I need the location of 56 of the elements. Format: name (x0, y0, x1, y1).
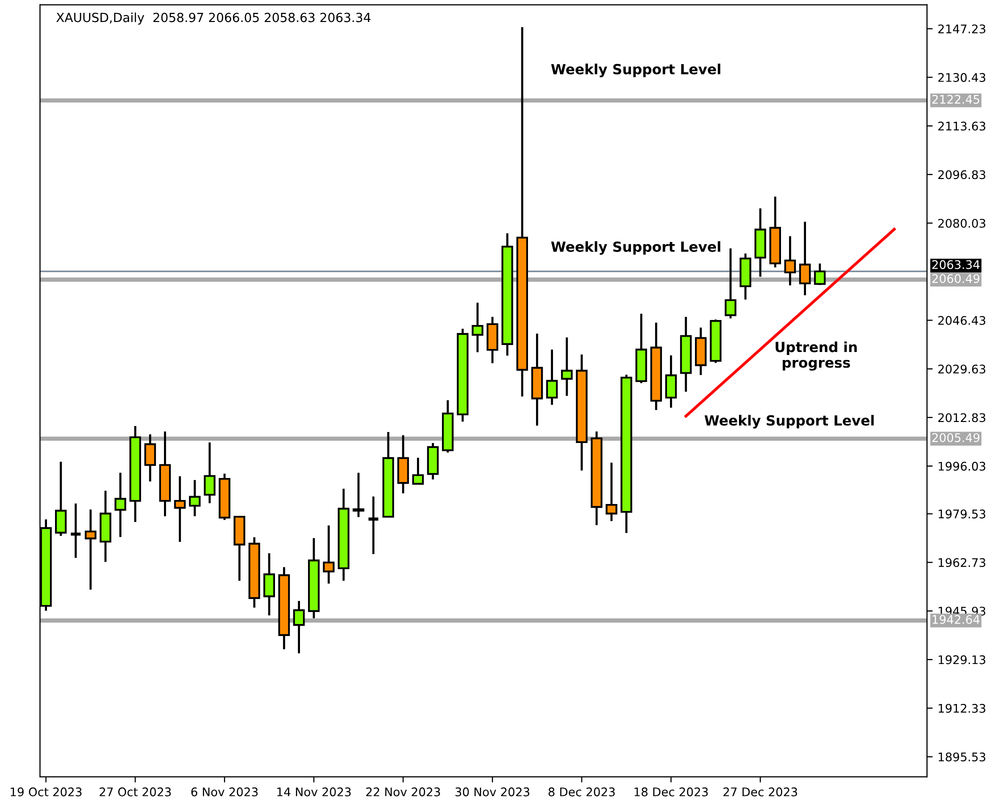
x-tick-label: 6 Nov 2023 (191, 787, 258, 796)
y-tick-label: 2029.63 (938, 364, 986, 374)
y-tick-label: 2130.43 (938, 73, 986, 82)
candlestick (322, 524, 335, 585)
candlestick (352, 472, 364, 518)
candlestick (204, 441, 216, 504)
candlestick (412, 456, 424, 485)
y-tick-label: 2147.23 (938, 24, 986, 34)
ref-line-label: 2063.34 (932, 260, 980, 270)
y-tick-label: 1996.03 (938, 462, 986, 471)
annotation: Weekly Support Level (551, 64, 720, 78)
annotation: Uptrend in progress (776, 342, 857, 371)
x-tick-label: 8 Dec 2023 (548, 787, 615, 796)
x-tick-label: 27 Dec 2023 (723, 787, 798, 796)
y-tick-label: 2113.63 (938, 122, 986, 131)
candlestick (606, 462, 618, 522)
candlestick (114, 472, 126, 538)
ref-line-label: 2060.49 (932, 274, 980, 284)
candlestick (366, 495, 380, 556)
candlestick (546, 348, 558, 406)
y-tick-label: 2096.83 (938, 170, 986, 180)
x-tick-label: 30 Nov 2023 (456, 787, 530, 796)
y-tick-label: 1962.73 (938, 558, 986, 568)
y-tick-label: 2080.03 (938, 218, 986, 228)
y-tick-label: 1912.33 (938, 704, 986, 713)
candlestick (799, 220, 811, 296)
x-tick-label: 27 Oct 2023 (100, 787, 171, 796)
y-tick-label: 1929.13 (938, 655, 986, 664)
candlestick (561, 336, 573, 397)
candlestick (724, 247, 736, 320)
candlestick (84, 508, 96, 591)
y-tick-label: 1895.53 (938, 752, 986, 762)
candlestick (665, 354, 677, 409)
ref-line-label: 2005.49 (932, 433, 980, 442)
candlestick (784, 235, 796, 286)
candlestick (188, 478, 201, 518)
candlestick (263, 552, 276, 616)
ref-line-label: 1942.64 (932, 614, 980, 624)
x-tick-label: 18 Dec 2023 (634, 787, 708, 796)
ref-line-label: 2122.45 (932, 94, 980, 104)
annotation: Weekly Support Level (551, 241, 720, 255)
x-tick-label: 14 Nov 2023 (277, 787, 351, 796)
candlestick (69, 502, 82, 559)
text: XAUUSD,Daily 2058.97 2066.05 2058.63 2063.34 (56, 12, 370, 25)
candlestick (144, 433, 156, 483)
candlestick (814, 262, 826, 286)
candlestick (55, 460, 67, 537)
candlestick (293, 600, 305, 654)
x-tick-label: 19 Oct 2023 (10, 787, 82, 796)
candlestick (174, 475, 186, 543)
y-tick-label: 1979.53 (938, 510, 986, 518)
candlestick (472, 302, 484, 354)
y-tick-label: 2012.83 (938, 413, 986, 422)
annotation: Weekly Support Level (704, 414, 874, 428)
y-tick-label: 2046.43 (938, 316, 986, 325)
x-tick-label: 22 Nov 2023 (366, 787, 440, 796)
